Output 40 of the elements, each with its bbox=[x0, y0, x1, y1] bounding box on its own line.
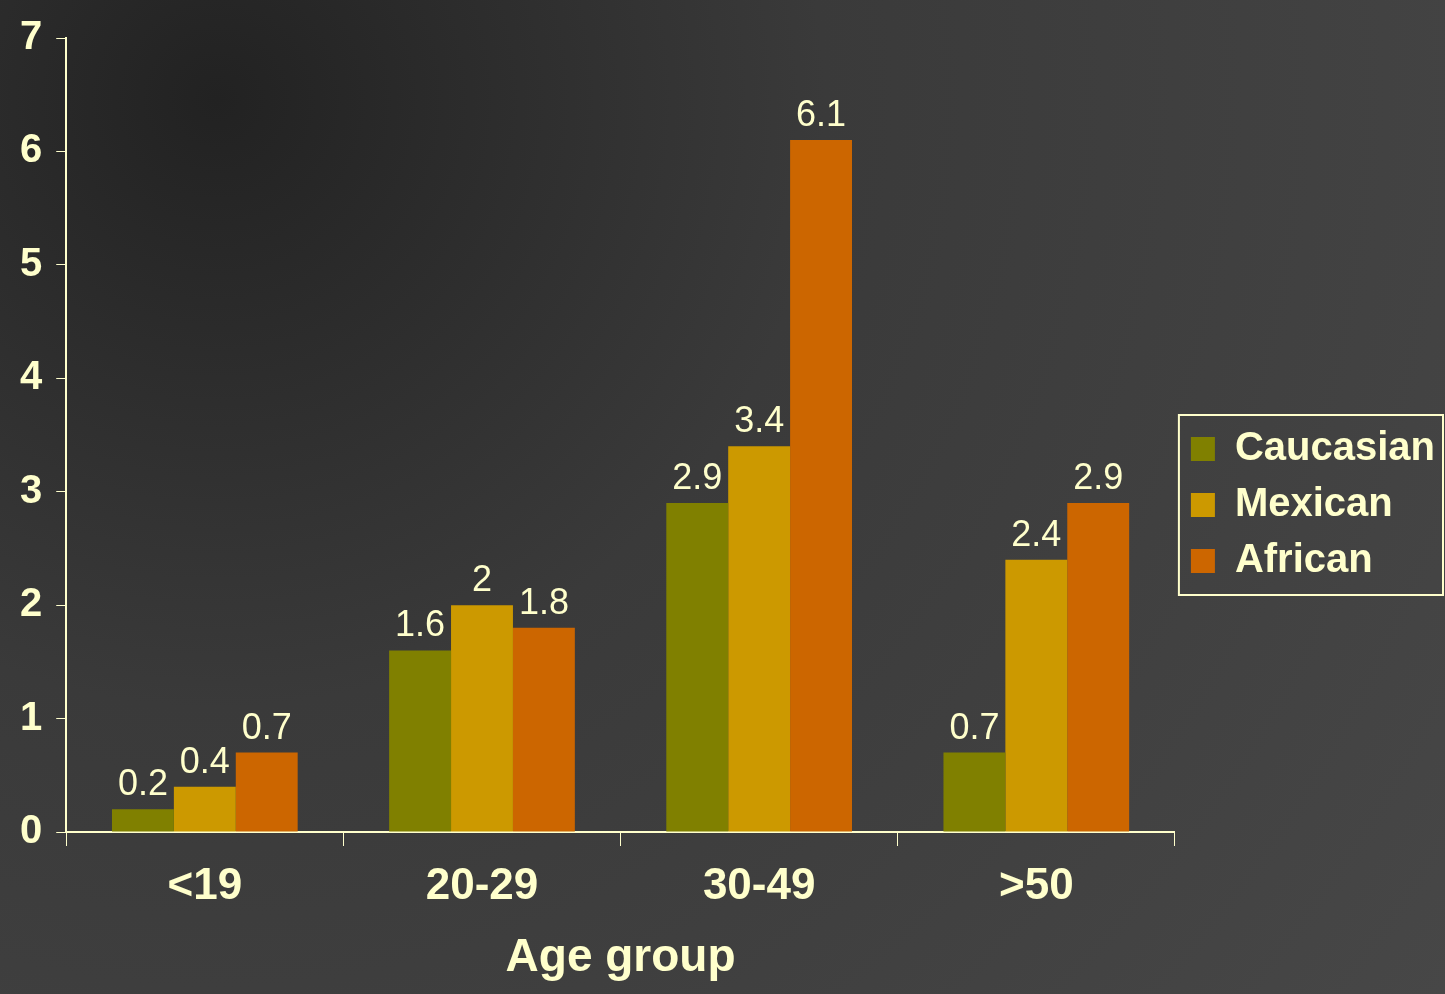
data-label: 6.1 bbox=[796, 93, 847, 135]
legend-label: Caucasian bbox=[1234, 424, 1436, 469]
data-label: 2 bbox=[471, 558, 493, 600]
y-tick-label: 0 bbox=[20, 807, 43, 852]
bar bbox=[943, 752, 1006, 832]
bar bbox=[1067, 503, 1130, 832]
data-label: 1.8 bbox=[518, 580, 569, 622]
data-label: 3.4 bbox=[734, 399, 785, 441]
bar bbox=[235, 752, 298, 832]
data-label: 0.7 bbox=[241, 705, 292, 747]
data-label: 2.9 bbox=[672, 455, 723, 497]
data-label: 2.4 bbox=[1011, 512, 1062, 554]
y-tick-label: 7 bbox=[20, 13, 43, 58]
bar bbox=[451, 605, 513, 832]
bar bbox=[512, 627, 575, 832]
bar bbox=[389, 650, 452, 832]
y-tick-label: 2 bbox=[20, 580, 43, 625]
x-tick-label: >50 bbox=[999, 858, 1074, 908]
bar bbox=[790, 140, 853, 832]
y-tick-label: 3 bbox=[20, 466, 43, 511]
y-tick-label: 6 bbox=[20, 126, 43, 171]
bar bbox=[728, 446, 791, 832]
y-tick-label: 4 bbox=[20, 353, 43, 398]
bar bbox=[1005, 559, 1068, 832]
data-label: 0.2 bbox=[117, 762, 168, 804]
bar bbox=[666, 503, 729, 832]
y-tick-label: 1 bbox=[20, 693, 43, 738]
bar bbox=[173, 786, 236, 832]
data-label: 2.9 bbox=[1073, 455, 1124, 497]
x-axis-title: Age group bbox=[505, 929, 736, 982]
x-tick-label: 20-29 bbox=[425, 858, 539, 908]
x-tick-label: 30-49 bbox=[702, 858, 816, 908]
data-label: 0.4 bbox=[179, 739, 230, 781]
data-label: 1.6 bbox=[395, 603, 446, 645]
bar bbox=[111, 809, 174, 832]
y-tick-label: 5 bbox=[20, 239, 43, 284]
data-label: 0.7 bbox=[949, 705, 1000, 747]
legend-label: Mexican bbox=[1234, 480, 1393, 525]
legend-label: African bbox=[1234, 536, 1373, 581]
x-tick-label: <19 bbox=[167, 858, 243, 908]
